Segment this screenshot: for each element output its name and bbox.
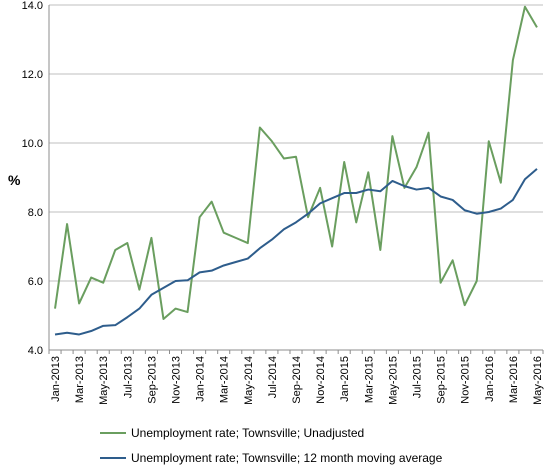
series-line-2 <box>54 168 538 336</box>
x-tick-label: Mar-2016 <box>508 356 520 403</box>
x-tick-label: Sep-2014 <box>291 356 303 404</box>
axes <box>48 5 544 354</box>
legend: Unemployment rate; Townsville; Unadjuste… <box>100 426 443 465</box>
y-tick-label: 10.0 <box>22 138 43 150</box>
y-tick-label: 12.0 <box>22 69 43 81</box>
legend-label: Unemployment rate; Townsville; 12 month … <box>131 451 443 465</box>
x-tick-label: Jul-2015 <box>411 356 423 398</box>
x-tick-label: Sep-2015 <box>436 356 448 404</box>
series-lines <box>54 5 538 336</box>
x-tick-label: Mar-2015 <box>363 356 375 403</box>
x-tick-labels: Jan-2013 Mar-2013 May-2013 Jul-2013 Sep-2013… <box>50 356 544 405</box>
x-tick-label: May-2013 <box>98 356 110 405</box>
y-tick-label: 14.0 <box>22 0 43 12</box>
y-tick-label: 8.0 <box>28 207 43 219</box>
y-tick-label: 4.0 <box>28 345 43 357</box>
x-tick-label: Jan-2016 <box>484 356 496 402</box>
x-tick-label: Nov-2013 <box>171 356 183 404</box>
x-tick-label: Jul-2014 <box>267 356 279 398</box>
x-tick-label: Nov-2015 <box>460 356 472 404</box>
x-tick-label: May-2014 <box>243 356 255 405</box>
x-tick-label: Sep-2013 <box>146 356 158 404</box>
x-tick-label: Jul-2013 <box>122 356 134 398</box>
x-tick-label: Jan-2014 <box>195 356 207 402</box>
gridlines <box>49 4 543 282</box>
x-tick-label: May-2016 <box>532 356 544 405</box>
legend-label: Unemployment rate; Townsville; Unadjuste… <box>131 426 364 440</box>
x-tick-label: Jan-2015 <box>339 356 351 402</box>
y-axis-label: % <box>8 172 21 188</box>
series-line-1 <box>54 5 538 320</box>
x-tick-label: May-2015 <box>387 356 399 405</box>
x-tick-label: Nov-2014 <box>315 356 327 404</box>
x-tick-label: Mar-2013 <box>74 356 86 403</box>
y-tick-label: 6.0 <box>28 276 43 288</box>
x-tick-label: Mar-2014 <box>219 356 231 403</box>
y-tick-labels: 4.0 6.0 8.0 10.0 12.0 14.0 <box>22 0 43 357</box>
x-tick-label: Jan-2013 <box>50 356 62 402</box>
